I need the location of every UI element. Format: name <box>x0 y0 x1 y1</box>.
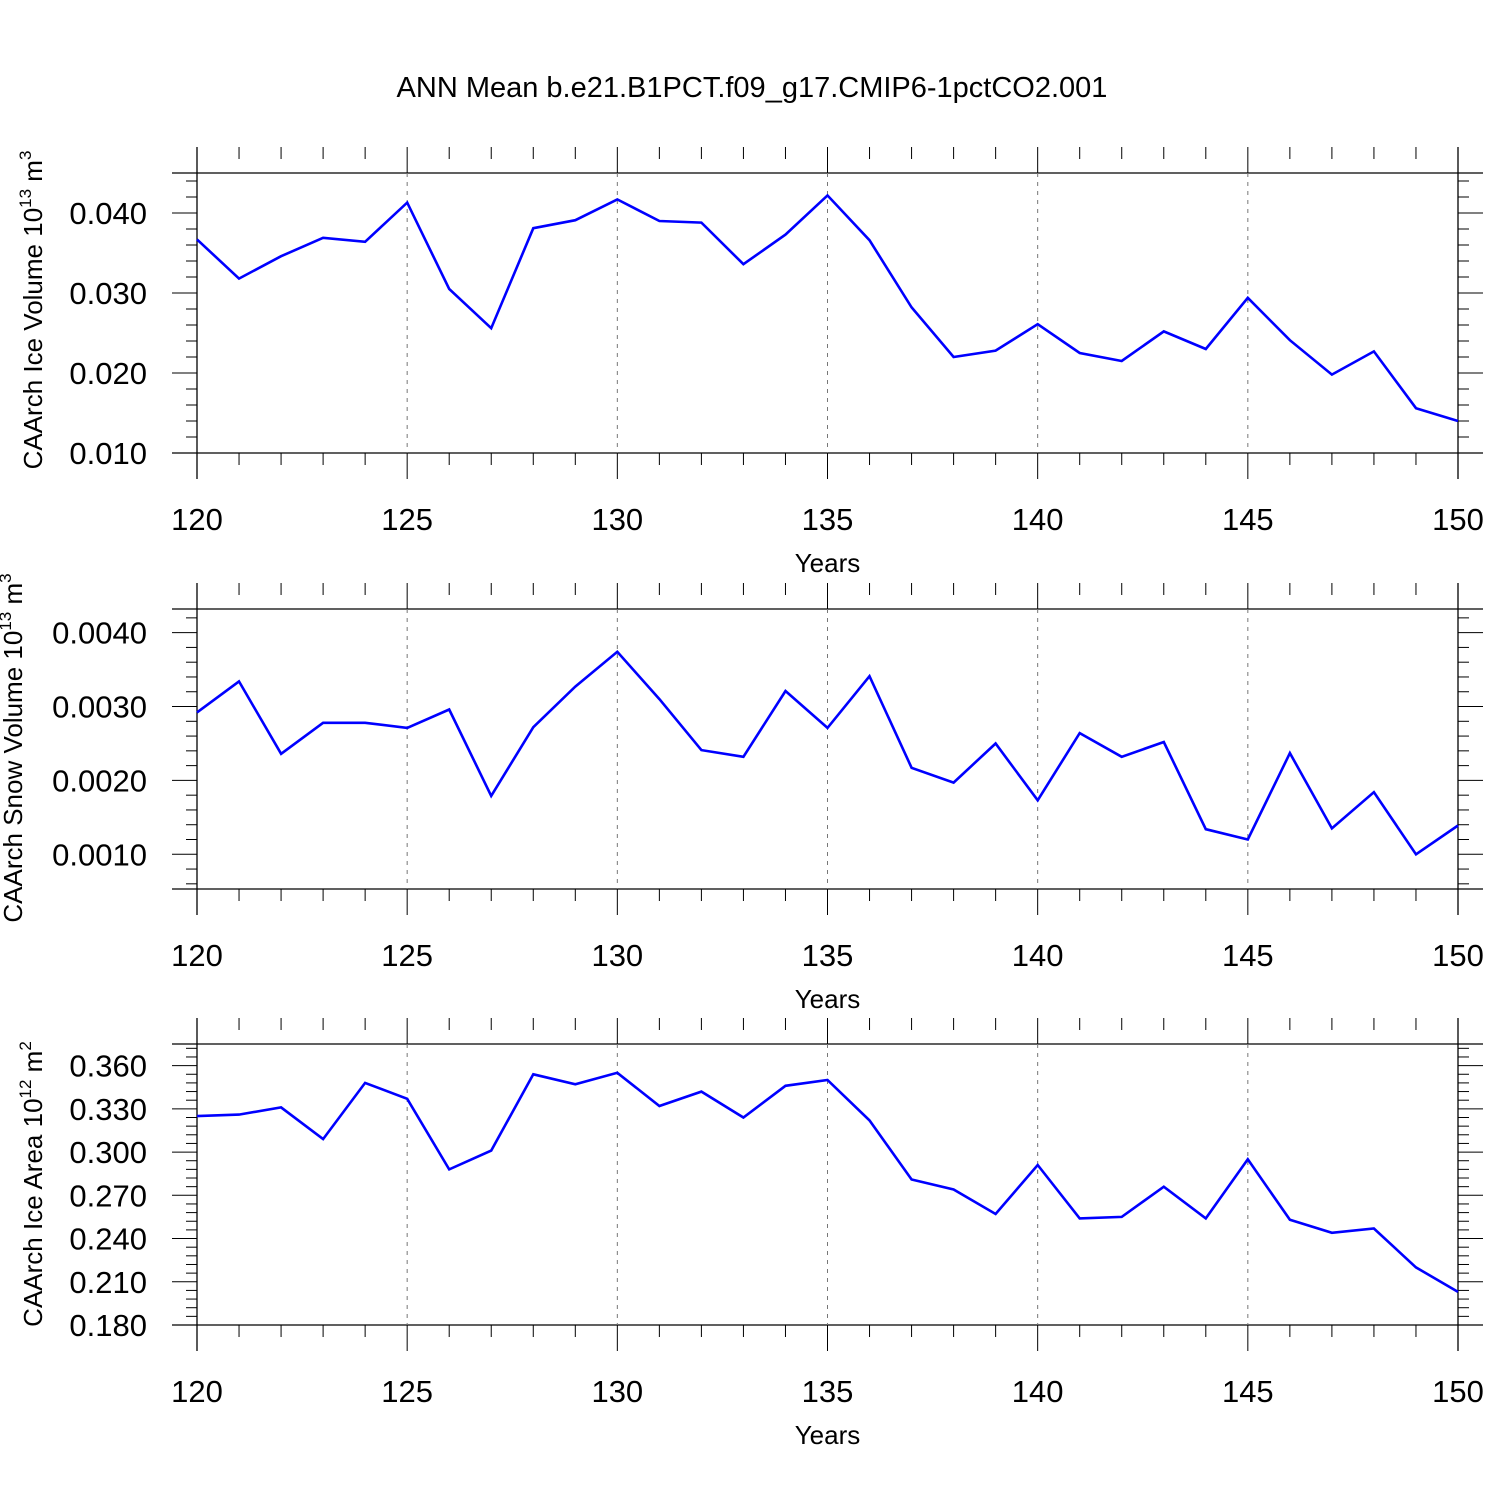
y-axis-label-unit-exponent: 3 <box>16 151 35 160</box>
y-tick-label: 0.300 <box>69 1135 147 1170</box>
y-tick-label: 0.0040 <box>52 616 147 651</box>
x-tick-label: 145 <box>1222 1374 1274 1409</box>
x-tick-label: 125 <box>381 938 433 973</box>
y-axis-label-unit: m <box>18 1051 48 1080</box>
y-tick-label: 0.0010 <box>52 837 147 872</box>
y-tick-label: 0.330 <box>69 1092 147 1127</box>
x-tick-label: 125 <box>381 1374 433 1409</box>
x-tick-label: 135 <box>802 938 854 973</box>
y-tick-label: 0.0030 <box>52 690 147 725</box>
y-tick-label: 0.180 <box>69 1308 147 1343</box>
y-tick-label: 0.360 <box>69 1049 147 1084</box>
x-tick-label: 140 <box>1012 938 1064 973</box>
y-tick-label: 0.040 <box>69 196 147 231</box>
y-tick-label: 0.240 <box>69 1222 147 1257</box>
x-tick-label: 120 <box>171 1374 223 1409</box>
x-tick-label: 145 <box>1222 938 1274 973</box>
y-tick-label: 0.270 <box>69 1178 147 1213</box>
x-tick-label: 145 <box>1222 502 1274 537</box>
y-axis-label: CAArch Ice Area 1012 m2 <box>16 1041 48 1327</box>
x-tick-label: 150 <box>1432 502 1484 537</box>
y-axis-label-unit-exponent: 3 <box>0 573 15 582</box>
x-tick-label: 135 <box>802 1374 854 1409</box>
y-axis-label-exponent: 13 <box>16 189 35 208</box>
y-axis-label: CAArch Ice Volume 1013 m3 <box>16 151 48 470</box>
x-tick-label: 140 <box>1012 1374 1064 1409</box>
ice-area-panel: 120 125 130 135 140 145 150 Years 0.180 0.210 0.24… <box>16 1018 1484 1450</box>
y-tick-label: 0.210 <box>69 1265 147 1300</box>
x-tick-label: 130 <box>591 938 643 973</box>
x-tick-label: 120 <box>171 938 223 973</box>
y-axis-label-unit: m <box>0 583 28 612</box>
series-line <box>196 1071 1459 1294</box>
y-tick-label: 0.0020 <box>52 763 147 798</box>
series-line <box>196 193 1459 423</box>
x-tick-label: 140 <box>1012 502 1064 537</box>
y-axis-label-unit-exponent: 2 <box>16 1041 35 1050</box>
x-tick-label: 130 <box>591 502 643 537</box>
x-tick-label: 150 <box>1432 938 1484 973</box>
chart-title: ANN Mean b.e21.B1PCT.f09_g17.CMIP6-1pctC… <box>396 72 1108 104</box>
y-tick-label: 0.030 <box>69 276 147 311</box>
x-axis-label: Years <box>795 1420 861 1450</box>
y-axis-label-exponent: 13 <box>0 612 15 631</box>
x-tick-label: 125 <box>381 502 433 537</box>
x-tick-label: 120 <box>171 502 223 537</box>
ice-volume-panel: 120 125 130 135 140 145 150 Years 0.010 0.020 0.03… <box>16 147 1484 578</box>
y-axis-label-text: CAArch Ice Area 10 <box>18 1098 48 1326</box>
x-tick-label: 130 <box>591 1374 643 1409</box>
series-line <box>196 649 1459 857</box>
y-axis-label-unit: m <box>18 160 48 189</box>
y-axis-label-text: CAArch Snow Volume 10 <box>0 631 28 923</box>
x-axis-label: Years <box>795 548 861 578</box>
x-tick-label: 150 <box>1432 1374 1484 1409</box>
y-axis-label-text: CAArch Ice Volume 10 <box>18 208 48 470</box>
x-tick-label: 135 <box>802 502 854 537</box>
y-axis-label-exponent: 12 <box>16 1080 35 1099</box>
y-tick-label: 0.010 <box>69 436 147 471</box>
y-tick-label: 0.020 <box>69 356 147 391</box>
snow-volume-panel: 120 125 130 135 140 145 150 Years 0.0010 0.0020 0.… <box>0 573 1484 1014</box>
y-axis-label: CAArch Snow Volume 1013 m3 <box>0 573 28 922</box>
x-axis-label: Years <box>795 984 861 1014</box>
